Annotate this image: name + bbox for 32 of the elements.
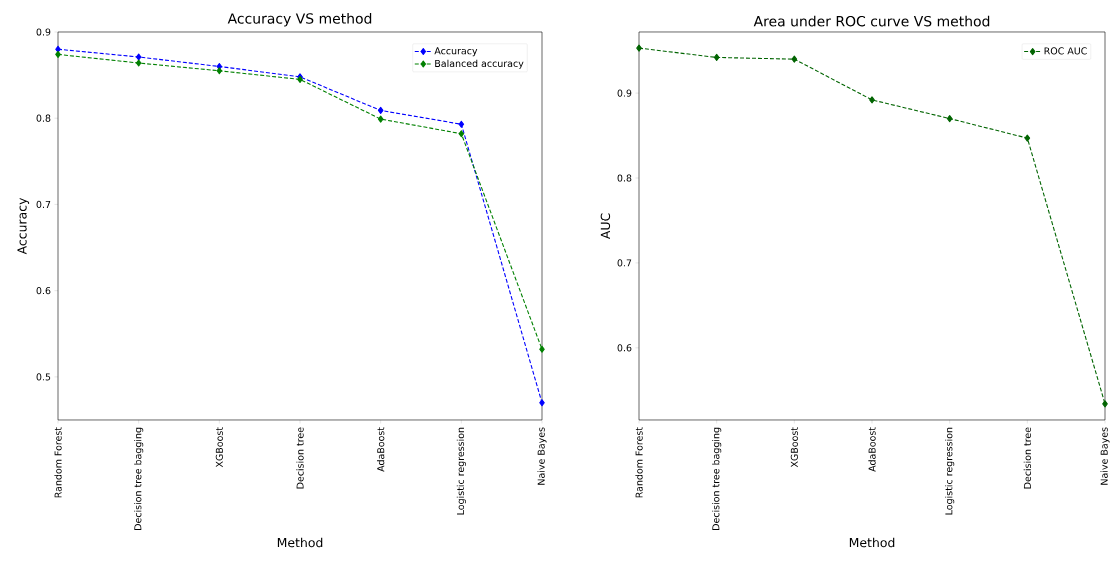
x-axis-title: Method (277, 537, 323, 548)
y-tick-label: 0.7 (617, 259, 632, 267)
y-tick-label: 0.8 (617, 174, 632, 182)
x-tick-label: Logistic regression (456, 427, 466, 515)
y-axis-title: Accuracy (17, 197, 30, 255)
x-tick-label: Naive Bayes (1100, 427, 1110, 485)
chart-title: Area under ROC curve VS method (753, 15, 990, 27)
x-tick-label: AdaBoost (377, 427, 385, 472)
x-tick-label: Random Forest (635, 427, 643, 498)
x-tick-label: Naive Bayes (537, 427, 547, 485)
legend-label: ROC AUC (1044, 47, 1087, 55)
x-tick-label: Random Forest (54, 427, 62, 498)
y-tick-label: 0.6 (36, 287, 51, 295)
y-tick-label: 0.8 (36, 114, 51, 122)
x-tick-label: Decision tree (296, 427, 304, 489)
x-axis-title: Method (849, 537, 895, 548)
y-tick-label: 0.9 (36, 28, 51, 36)
x-tick-label: XGBoost (215, 427, 223, 468)
y-tick-label: 0.5 (36, 373, 51, 381)
x-tick-label: XGBoost (790, 427, 798, 468)
legend-label: Balanced accuracy (435, 59, 524, 69)
y-tick-label: 0.6 (617, 344, 632, 352)
x-tick-label: Decision tree bagging (134, 427, 144, 530)
chart-title: Accuracy VS method (227, 13, 372, 27)
x-tick-label: Decision tree (1023, 427, 1032, 489)
x-tick-label: Decision tree bagging (712, 427, 722, 530)
y-tick-label: 0.7 (36, 200, 51, 209)
legend-label: Accuracy (434, 47, 478, 57)
x-tick-label: Logistic regression (945, 427, 955, 515)
y-tick-label: 0.9 (617, 89, 632, 97)
y-axis-title: AUC (600, 213, 611, 240)
x-tick-label: AdaBoost (868, 427, 876, 472)
